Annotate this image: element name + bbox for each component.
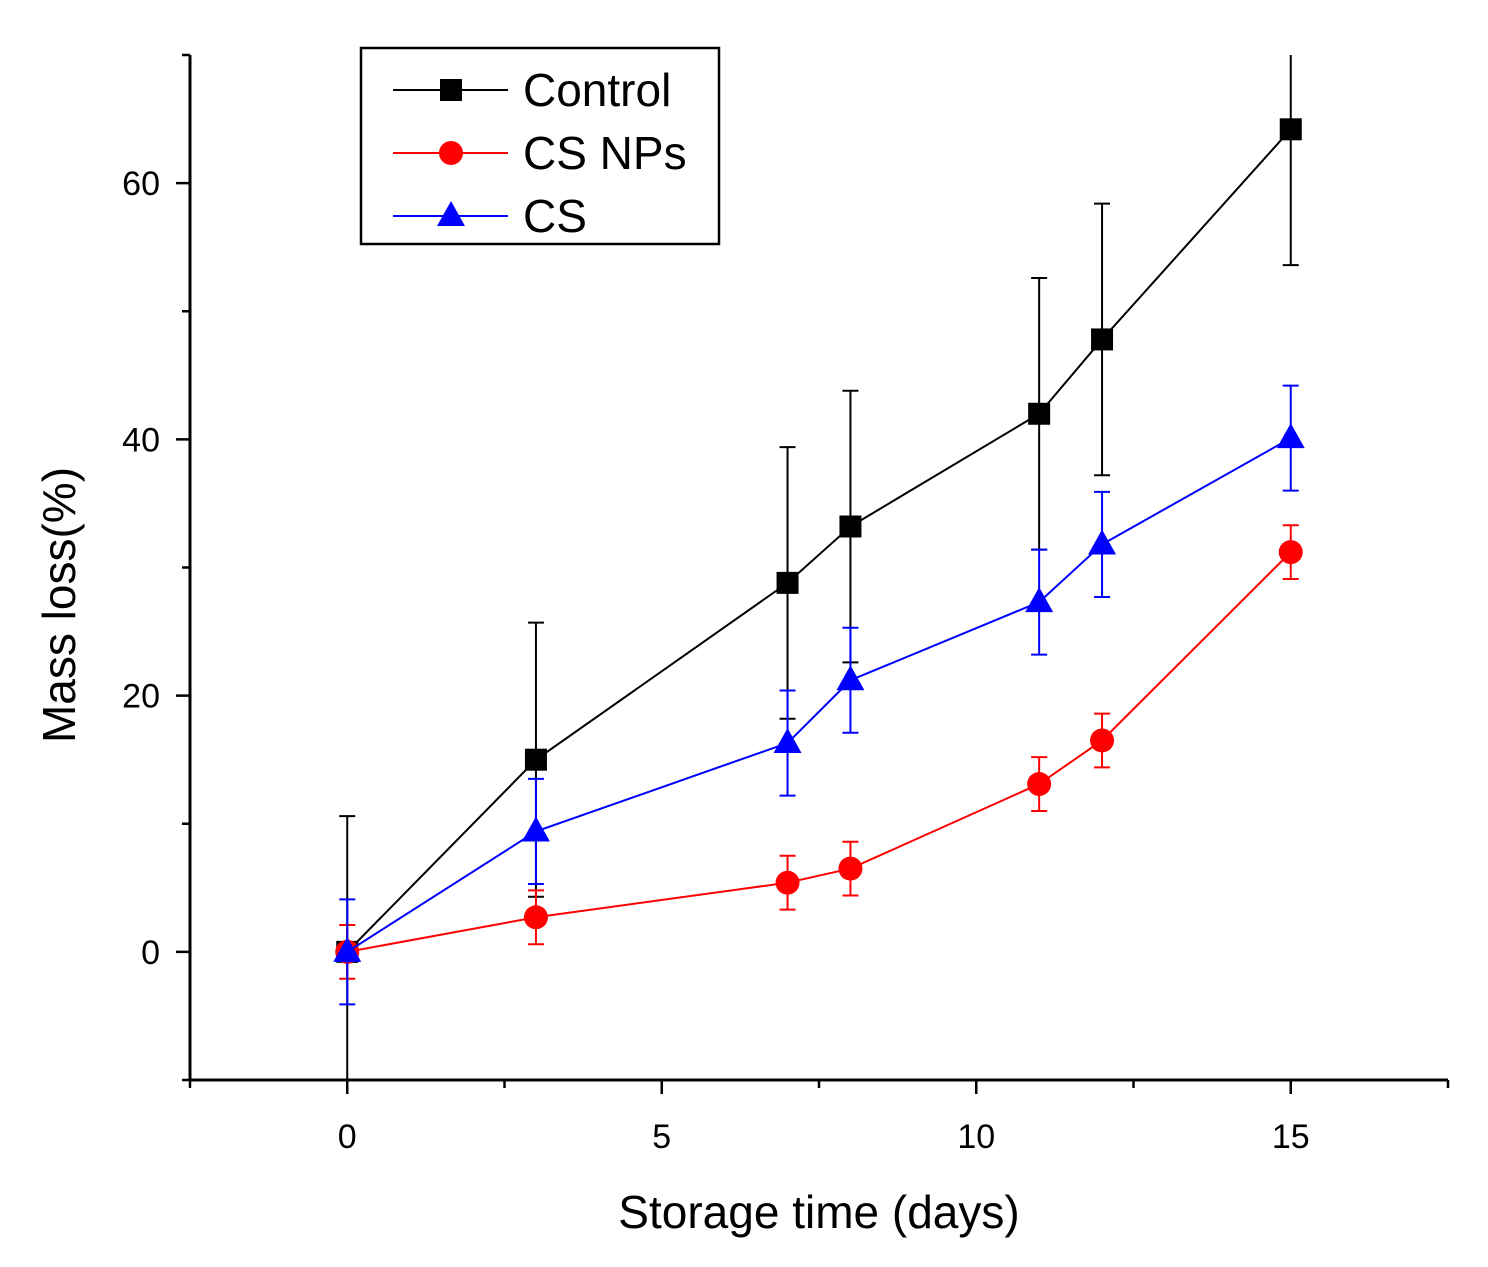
data-point [776,571,799,594]
data-point [1278,540,1303,565]
y-tick-label: 40 [122,421,160,459]
legend-box [359,46,721,246]
data-point [1028,402,1051,425]
y-tick-label: 0 [141,934,160,972]
data-point [1025,587,1054,613]
legend-entry: CS [393,190,587,242]
legend-label: CS [523,190,587,242]
x-axis-label: Storage time (days) [618,1186,1019,1238]
data-point [773,728,802,754]
data-point [838,856,863,881]
data-point [523,905,548,930]
data-point [1027,772,1052,797]
data-point [775,870,800,895]
data-point [836,665,865,691]
legend-label: Control [523,64,671,116]
error-bar [1282,55,1299,267]
data-point [524,748,547,771]
series-cs [333,384,1305,1006]
data-point [521,816,550,842]
x-tick-label: 10 [957,1118,995,1156]
legend-entry: Control [393,64,671,116]
data-point [1090,728,1115,753]
legend-marker [440,79,462,101]
x-tick-label: 15 [1272,1118,1310,1156]
legend-entry: CS NPs [393,127,687,179]
data-point [1088,529,1117,555]
data-point [1091,328,1114,351]
y-tick-label: 60 [122,165,160,203]
series-control [336,55,1302,1080]
data-point [1276,423,1305,449]
legend-marker [439,141,463,165]
axes: 0 5 10 15 0 20 40 60 [122,53,1450,1156]
series-cs-nps [335,524,1303,980]
data-point [333,936,362,962]
series-layer [333,55,1305,1080]
x-tick-label: 0 [338,1118,357,1156]
series-line [347,551,1292,953]
series-line [346,128,1292,953]
data-point [1279,118,1302,141]
legend: Control CS NPs CS [359,46,721,246]
x-tick-label: 5 [652,1118,671,1156]
y-axis-label: Mass loss(%) [33,467,85,743]
legend-label: CS NPs [523,127,687,179]
y-tick-label: 20 [122,678,160,716]
legend-marker [437,201,465,226]
data-point [839,515,862,538]
